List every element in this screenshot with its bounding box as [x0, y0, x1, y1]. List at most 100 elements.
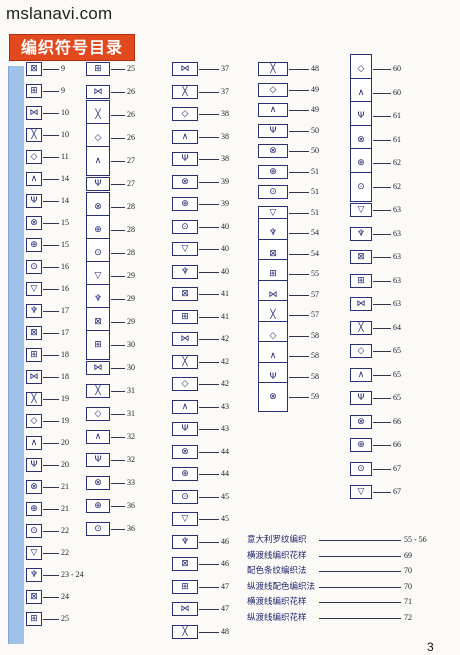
box-o-icon: ⋈: [26, 106, 42, 120]
box-lambda-o-icon: ⊕: [26, 238, 42, 252]
wide-cross-7-icon: ⊙: [258, 185, 288, 199]
leader-line: [373, 257, 391, 258]
page-ref: 67: [393, 487, 401, 496]
page-ref: 60: [393, 64, 401, 73]
leader-line: [43, 443, 59, 444]
page-ref: 28: [127, 225, 135, 234]
index-page: 70: [404, 581, 412, 591]
page-ref: 28: [127, 202, 135, 211]
spiral-icon: ⊗: [86, 476, 110, 490]
slash-n-icon: ⊙: [172, 219, 198, 234]
leader-line: [199, 226, 219, 228]
leader-line: [43, 267, 59, 268]
index-label: 横渡线编织花样: [247, 597, 307, 607]
page-ref: 58: [311, 330, 319, 340]
leader-line: [289, 335, 309, 337]
page-ref: 62: [393, 158, 401, 167]
box-h-icon: ⊗: [26, 480, 42, 494]
page-ref: 37: [221, 64, 229, 73]
leader-line: [319, 617, 401, 619]
page-ref: 57: [311, 289, 319, 299]
page-ref: 18: [61, 372, 69, 381]
page-ref: 11: [61, 152, 69, 161]
leader-line: [43, 179, 59, 180]
page-ref: 39: [221, 176, 229, 186]
leader-line: [319, 540, 401, 541]
page-ref: 25: [127, 64, 135, 73]
box-q-icon: ╳: [26, 128, 42, 142]
leader-line: [199, 586, 219, 588]
page-ref: 15: [61, 218, 69, 227]
bars-icon: ⊞: [350, 273, 372, 288]
box-hook-icon: ◇: [26, 150, 42, 164]
cross-4-icon: ⊗: [172, 174, 198, 189]
leader-line: [199, 496, 219, 498]
leader-line: [43, 487, 59, 488]
leader-line: [289, 274, 309, 275]
leader-line: [199, 609, 219, 610]
leader-line: [199, 631, 219, 633]
page-ref: 45: [221, 491, 229, 501]
page-ref: 47: [221, 604, 229, 613]
leader-line: [199, 451, 219, 453]
leader-line: [373, 116, 391, 117]
bars-3-icon: ╳: [350, 320, 372, 335]
page-ref: 44: [221, 469, 229, 478]
page-ref: 66: [393, 416, 401, 426]
page-ref: 48: [311, 64, 319, 73]
box-dash-icon: ⊞: [26, 84, 42, 98]
cross-20-icon: ⊞: [172, 579, 198, 594]
leader-line: [289, 356, 309, 357]
cross-left-icon: ◇: [172, 107, 198, 121]
index-row: 意大利罗纹编织 55 - 56: [247, 533, 427, 547]
page-ref: 44: [221, 446, 229, 456]
leader-line: [43, 289, 59, 290]
leader-line: [199, 69, 219, 70]
page-ref: 39: [221, 199, 229, 208]
slash-n-2-icon: ▽: [172, 242, 198, 256]
leader-line: [111, 276, 125, 277]
page-number: 3: [427, 640, 434, 654]
cross-22-icon: ╳: [172, 624, 198, 639]
page-ref: 36: [127, 524, 135, 533]
page-ref: 49: [311, 84, 319, 94]
page-ref: 30: [127, 340, 135, 349]
page-ref: 51: [311, 166, 319, 176]
page-ref: 26: [127, 133, 135, 142]
leader-line: [373, 280, 391, 282]
leader-line: [43, 113, 59, 114]
small-x-icon: ⊠: [350, 250, 372, 264]
leader-line: [289, 130, 309, 132]
page-ref: 31: [127, 409, 135, 418]
page-ref: 20: [61, 438, 69, 447]
page-ref: 16: [61, 284, 69, 293]
leader-line: [111, 322, 125, 323]
oval-icon: ∧: [86, 430, 110, 444]
box-delta-icon: ╳: [26, 392, 42, 406]
leader-line: [43, 377, 59, 378]
fan-icon: ⊗: [258, 382, 288, 412]
page-ref: 29: [127, 317, 135, 326]
cross-10-icon: ╳: [172, 354, 198, 369]
page-ref: 10: [61, 130, 69, 139]
grid-bobble-2-icon: ∧: [86, 146, 110, 176]
leader-line: [43, 553, 59, 554]
box-psi-o-icon: ▽: [26, 282, 42, 296]
side-bar: [8, 66, 24, 644]
x-box-icon: ⊕: [86, 499, 110, 513]
page-ref: 15: [61, 240, 69, 249]
leader-line: [199, 204, 219, 205]
index-label: 意大利罗纹编织: [247, 535, 307, 545]
page-ref: 58: [311, 351, 319, 360]
leader-line: [319, 571, 401, 572]
leader-line: [289, 69, 309, 70]
page-ref: 66: [393, 440, 401, 449]
page-ref: 48: [221, 626, 229, 636]
page-ref: 43: [221, 424, 229, 433]
leader-line: [43, 399, 59, 400]
page-ref: 25: [61, 614, 69, 623]
leader-line: [289, 171, 309, 173]
x-cross-icon: ⋈: [172, 62, 198, 76]
page-ref: 57: [311, 310, 319, 319]
cross-6-icon: ♆: [172, 264, 198, 279]
